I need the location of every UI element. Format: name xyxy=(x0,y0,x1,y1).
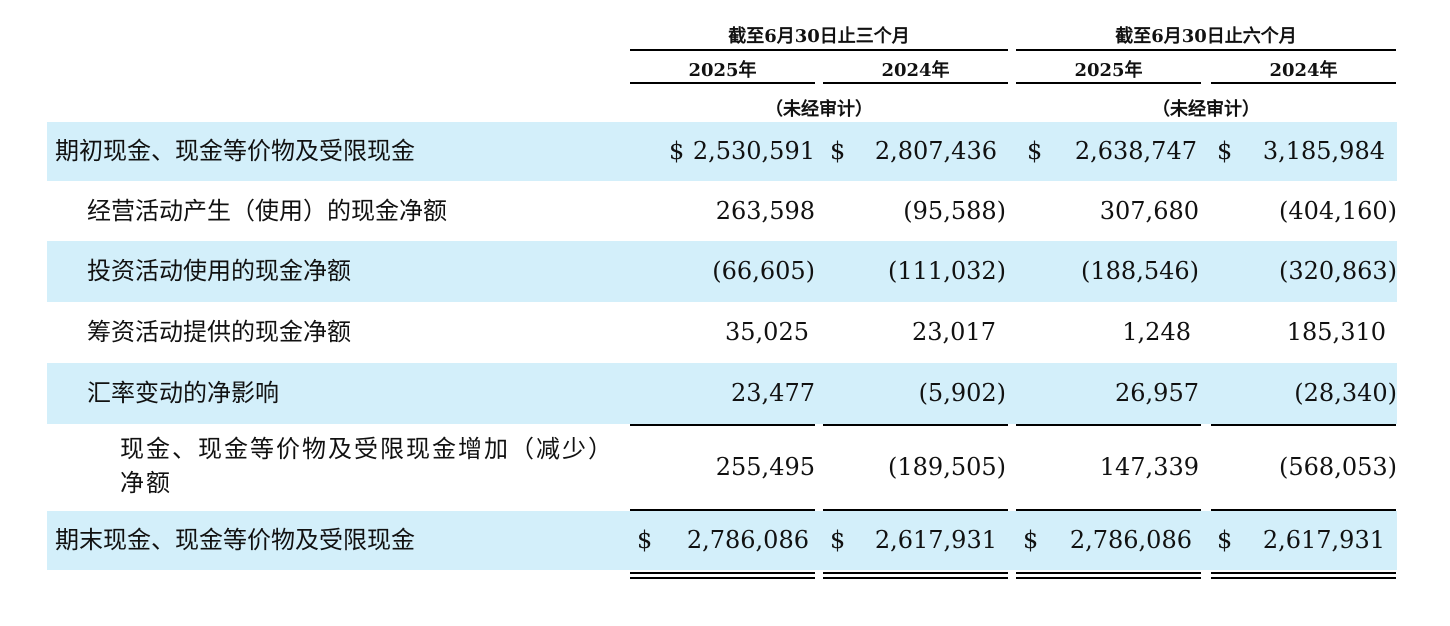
table-row-opening-balance: 期初现金、现金等价物及受限现金 $ 2,530,591 $ 2,807,436 … xyxy=(47,122,1397,181)
value-h-2025: 26,957 xyxy=(1115,379,1199,407)
header-three-months: 截至6月30日止三个月 xyxy=(728,26,910,47)
currency-symbol: $ xyxy=(669,137,685,165)
currency-symbol: $ xyxy=(1217,526,1233,554)
value-q-2024: (111,032) xyxy=(888,257,1006,285)
value-q-2024: 2,617,931 xyxy=(874,526,997,554)
header-year-col4: 2024年 xyxy=(1269,60,1338,81)
value-q-2025: 263,598 xyxy=(715,197,815,225)
value-q-2024: (5,902) xyxy=(918,379,1006,407)
year-rule-col1 xyxy=(630,82,815,84)
value-h-2024: 3,185,984 xyxy=(1262,137,1385,165)
header-year-col3: 2025年 xyxy=(1074,60,1143,81)
currency-symbol: $ xyxy=(830,137,846,165)
header-six-months: 截至6月30日止六个月 xyxy=(1115,26,1297,47)
total-double-rule xyxy=(630,572,815,579)
currency-symbol: $ xyxy=(637,526,653,554)
table-row-investing: 投资活动使用的现金净额 (66,605) (111,032) (188,546)… xyxy=(47,241,1397,302)
value-q-2025: 23,477 xyxy=(731,379,815,407)
value-q-2024: (95,588) xyxy=(903,197,1006,225)
table-row-fx: 汇率变动的净影响 23,477 (5,902) 26,957 (28,340) xyxy=(47,363,1397,424)
value-q-2024: (189,505) xyxy=(888,453,1006,481)
table-row-financing: 筹资活动提供的现金净额 35,025 23,017 1,248 185,310 xyxy=(47,302,1397,363)
value-q-2024: 23,017 xyxy=(912,318,996,346)
subtotal-rule xyxy=(1211,424,1396,426)
currency-symbol: $ xyxy=(1027,137,1043,165)
header-unaudited-six-months: （未经审计） xyxy=(1152,99,1260,120)
subtotal-rule xyxy=(630,509,815,511)
row-label: 汇率变动的净影响 xyxy=(87,379,279,407)
table-row-operating: 经营活动产生（使用）的现金净额 263,598 (95,588) 307,680… xyxy=(47,181,1397,241)
header-year-col2: 2024年 xyxy=(881,60,950,81)
year-rule-col4 xyxy=(1211,82,1396,84)
value-q-2024: 2,807,436 xyxy=(874,137,997,165)
total-double-rule xyxy=(1211,572,1396,579)
year-rule-col2 xyxy=(823,82,1008,84)
value-h-2024: (28,340) xyxy=(1294,379,1397,407)
row-label: 筹资活动提供的现金净额 xyxy=(87,318,351,346)
subtotal-rule xyxy=(1016,509,1201,511)
table-row-closing-balance: 期末现金、现金等价物及受限现金 $ 2,786,086 $ 2,617,931 … xyxy=(47,511,1397,570)
table-row-net-change: 现金、现金等价物及受限现金增加（减少）净额 255,495 (189,505) … xyxy=(47,426,1397,509)
total-double-rule xyxy=(1016,572,1201,579)
subtotal-rule xyxy=(1211,509,1396,511)
total-double-rule xyxy=(823,572,1008,579)
row-label: 经营活动产生（使用）的现金净额 xyxy=(87,197,447,225)
value-h-2024: (568,053) xyxy=(1279,453,1397,481)
value-h-2024: (404,160) xyxy=(1279,197,1397,225)
value-h-2025: 1,248 xyxy=(1122,318,1191,346)
header-rule-three-months xyxy=(630,49,1008,51)
value-h-2024: (320,863) xyxy=(1279,257,1397,285)
header-year-col1: 2025年 xyxy=(688,60,757,81)
row-label: 投资活动使用的现金净额 xyxy=(87,257,351,285)
value-h-2024: 2,617,931 xyxy=(1262,526,1385,554)
subtotal-rule xyxy=(823,509,1008,511)
currency-symbol: $ xyxy=(1023,526,1039,554)
currency-symbol: $ xyxy=(830,526,846,554)
value-h-2024: 185,310 xyxy=(1286,318,1386,346)
value-q-2025: 2,530,591 xyxy=(692,137,815,165)
currency-symbol: $ xyxy=(1217,137,1233,165)
header-unaudited-three-months: （未经审计） xyxy=(765,99,873,120)
row-label: 期末现金、现金等价物及受限现金 xyxy=(55,526,415,554)
value-h-2025: 307,680 xyxy=(1099,197,1199,225)
subtotal-rule xyxy=(630,424,815,426)
year-rule-col3 xyxy=(1016,82,1201,84)
value-h-2025: 2,786,086 xyxy=(1069,526,1192,554)
subtotal-rule xyxy=(1016,424,1201,426)
row-label: 现金、现金等价物及受限现金增加（减少）净额 xyxy=(120,435,614,497)
header-rule-six-months xyxy=(1016,49,1396,51)
value-h-2025: 147,339 xyxy=(1099,453,1199,481)
value-q-2025: 2,786,086 xyxy=(686,526,809,554)
subtotal-rule xyxy=(823,424,1008,426)
value-h-2025: 2,638,747 xyxy=(1074,137,1197,165)
row-label: 期初现金、现金等价物及受限现金 xyxy=(55,137,415,165)
value-h-2025: (188,546) xyxy=(1081,257,1199,285)
value-q-2025: 35,025 xyxy=(725,318,809,346)
value-q-2025: 255,495 xyxy=(715,453,815,481)
value-q-2025: (66,605) xyxy=(712,257,815,285)
